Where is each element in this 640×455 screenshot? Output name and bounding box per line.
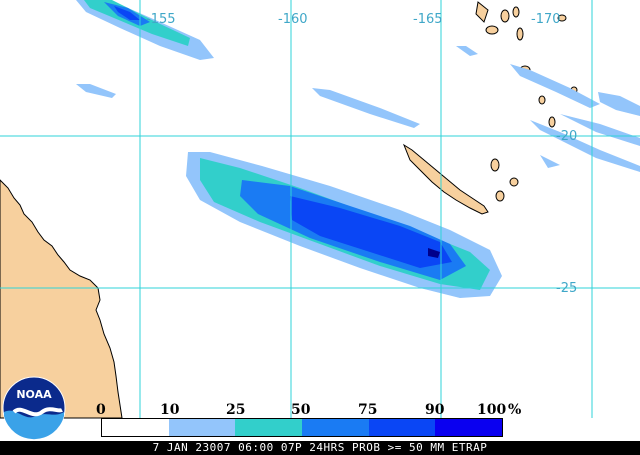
lon-label: -155 — [146, 12, 176, 27]
legend-tick: 10 — [160, 402, 180, 418]
legend-tick: 50 — [291, 402, 311, 418]
legend-swatch — [102, 419, 169, 436]
legend-tick: 25 — [226, 402, 246, 418]
legend-tick: 90 — [425, 402, 445, 418]
noaa-logo-text: NOAA — [16, 388, 52, 401]
australia-land — [0, 179, 123, 419]
legend-color-bar — [101, 418, 503, 437]
legend-swatch — [235, 419, 303, 436]
legend-swatch — [168, 419, 236, 436]
legend-tick-labels: 0 10 25 50 75 90 100 % — [96, 402, 522, 418]
lat-label: -25 — [556, 281, 578, 296]
lon-label: -170 — [531, 12, 561, 27]
legend-tick: 75 — [358, 402, 378, 418]
map-caption: 7 JAN 23007 06:00 07P 24HRS PROB >= 50 M… — [0, 441, 640, 455]
legend-tick: 100 — [477, 402, 507, 418]
lat-label: -20 — [556, 129, 578, 144]
legend-swatch — [368, 419, 436, 436]
new-caledonia-land — [402, 143, 489, 215]
graticule — [0, 0, 640, 418]
vanuatu-islands — [475, 1, 578, 128]
probability-swaths — [76, 0, 640, 298]
legend-unit: % — [508, 402, 522, 418]
legend-swatch — [435, 419, 503, 436]
legend-swatch — [302, 419, 369, 436]
lon-label: -160 — [278, 12, 308, 27]
noaa-logo-icon: NOAA — [2, 376, 66, 440]
lon-label: -165 — [413, 12, 443, 27]
legend-tick: 0 — [96, 402, 106, 418]
